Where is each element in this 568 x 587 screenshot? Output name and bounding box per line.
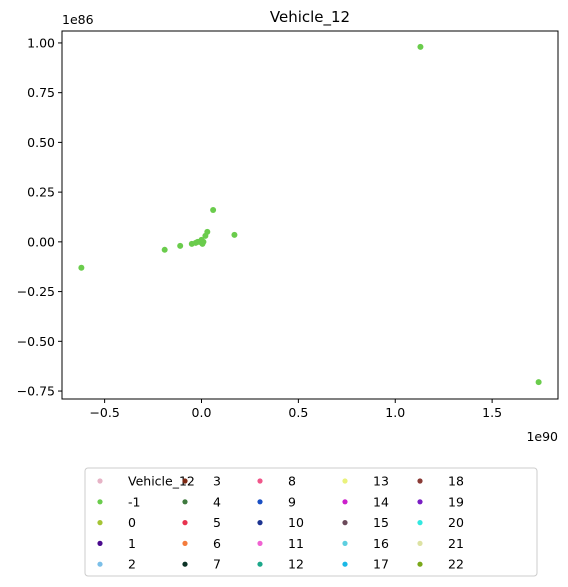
y-tick-label: 0.00 bbox=[27, 234, 55, 249]
y-tick-label: 0.50 bbox=[27, 135, 55, 150]
y-scale-label: 1e86 bbox=[62, 12, 94, 27]
legend-label: 20 bbox=[448, 515, 464, 530]
legend-label: Vehicle_12 bbox=[128, 474, 195, 489]
legend-label: 1 bbox=[128, 536, 136, 551]
legend-marker bbox=[417, 520, 423, 526]
data-point bbox=[199, 240, 206, 247]
data-point bbox=[161, 246, 168, 253]
y-tick-label: −0.75 bbox=[17, 384, 55, 399]
legend-label: 17 bbox=[373, 557, 389, 572]
legend-label: 3 bbox=[213, 474, 221, 489]
data-points bbox=[78, 43, 542, 386]
legend-marker bbox=[182, 561, 188, 567]
legend-label: 12 bbox=[288, 557, 304, 572]
legend-marker bbox=[97, 478, 103, 484]
legend-marker bbox=[97, 499, 103, 505]
legend-label: 2 bbox=[128, 557, 136, 572]
plot-frame bbox=[61, 30, 559, 400]
data-point bbox=[177, 242, 184, 249]
data-point bbox=[417, 43, 424, 50]
data-point bbox=[194, 238, 201, 245]
legend-marker bbox=[97, 561, 103, 567]
legend-frame bbox=[84, 467, 538, 577]
data-point bbox=[210, 207, 217, 214]
x-tick-label: 0.0 bbox=[192, 405, 212, 420]
legend-marker bbox=[182, 540, 188, 547]
legend-marker bbox=[417, 478, 423, 484]
x-tick-label: −0.5 bbox=[89, 405, 119, 420]
legend-marker bbox=[257, 499, 263, 505]
legend-label: 5 bbox=[213, 515, 221, 530]
legend-label: 15 bbox=[373, 515, 389, 530]
legend-label: 0 bbox=[128, 515, 136, 530]
legend-marker bbox=[97, 540, 103, 547]
legend-marker bbox=[257, 520, 263, 526]
legend-label: 4 bbox=[213, 494, 221, 509]
legend-label: 11 bbox=[288, 536, 304, 551]
legend-label: 14 bbox=[373, 494, 389, 509]
legend-marker bbox=[342, 499, 348, 505]
y-tick-label: 0.25 bbox=[27, 185, 55, 200]
legend-marker bbox=[257, 478, 263, 484]
y-tick-label: −0.25 bbox=[17, 284, 55, 299]
legend: Vehicle_12-10123456789101112131415161718… bbox=[84, 467, 538, 577]
legend-marker bbox=[342, 478, 348, 484]
legend-marker bbox=[417, 561, 423, 567]
legend-marker bbox=[97, 520, 103, 526]
legend-marker bbox=[417, 540, 423, 547]
x-tick-label: 1.5 bbox=[482, 405, 502, 420]
legend-label: 18 bbox=[448, 474, 464, 489]
x-tick-label: 0.5 bbox=[288, 405, 308, 420]
chart-title: Vehicle_12 bbox=[270, 8, 350, 27]
legend-label: 6 bbox=[213, 536, 221, 551]
legend-marker bbox=[417, 499, 423, 505]
data-point bbox=[78, 264, 85, 271]
legend-marker bbox=[342, 540, 348, 547]
legend-label: 7 bbox=[213, 557, 221, 572]
legend-label: 19 bbox=[448, 494, 464, 509]
legend-marker bbox=[342, 561, 348, 567]
legend-label: 21 bbox=[448, 536, 464, 551]
y-axis: −0.75 −0.50 −0.25 0.00 0.25 0.50 0.75 1.00 bbox=[17, 35, 62, 399]
x-axis: −0.5 0.0 0.5 1.0 1.5 bbox=[89, 399, 502, 420]
data-point bbox=[231, 231, 238, 238]
y-tick-label: −0.50 bbox=[17, 334, 55, 349]
legend-label: 13 bbox=[373, 474, 389, 489]
legend-marker bbox=[182, 499, 188, 505]
x-tick-label: 1.0 bbox=[385, 405, 405, 420]
legend-marker bbox=[257, 561, 263, 567]
data-point bbox=[188, 240, 195, 247]
legend-marker bbox=[182, 520, 188, 526]
legend-label: 16 bbox=[373, 536, 389, 551]
y-tick-label: 0.75 bbox=[27, 85, 55, 100]
legend-marker bbox=[257, 540, 263, 547]
legend-marker bbox=[182, 478, 188, 484]
x-scale-label: 1e90 bbox=[526, 429, 558, 444]
legend-label: 10 bbox=[288, 515, 304, 530]
legend-marker bbox=[342, 520, 348, 526]
y-tick-label: 1.00 bbox=[27, 35, 55, 50]
legend-label: 22 bbox=[448, 557, 464, 572]
legend-label: -1 bbox=[128, 494, 140, 509]
data-point bbox=[202, 232, 209, 239]
legend-label: 9 bbox=[288, 494, 296, 509]
legend-label: 8 bbox=[288, 474, 296, 489]
data-point bbox=[535, 379, 542, 386]
